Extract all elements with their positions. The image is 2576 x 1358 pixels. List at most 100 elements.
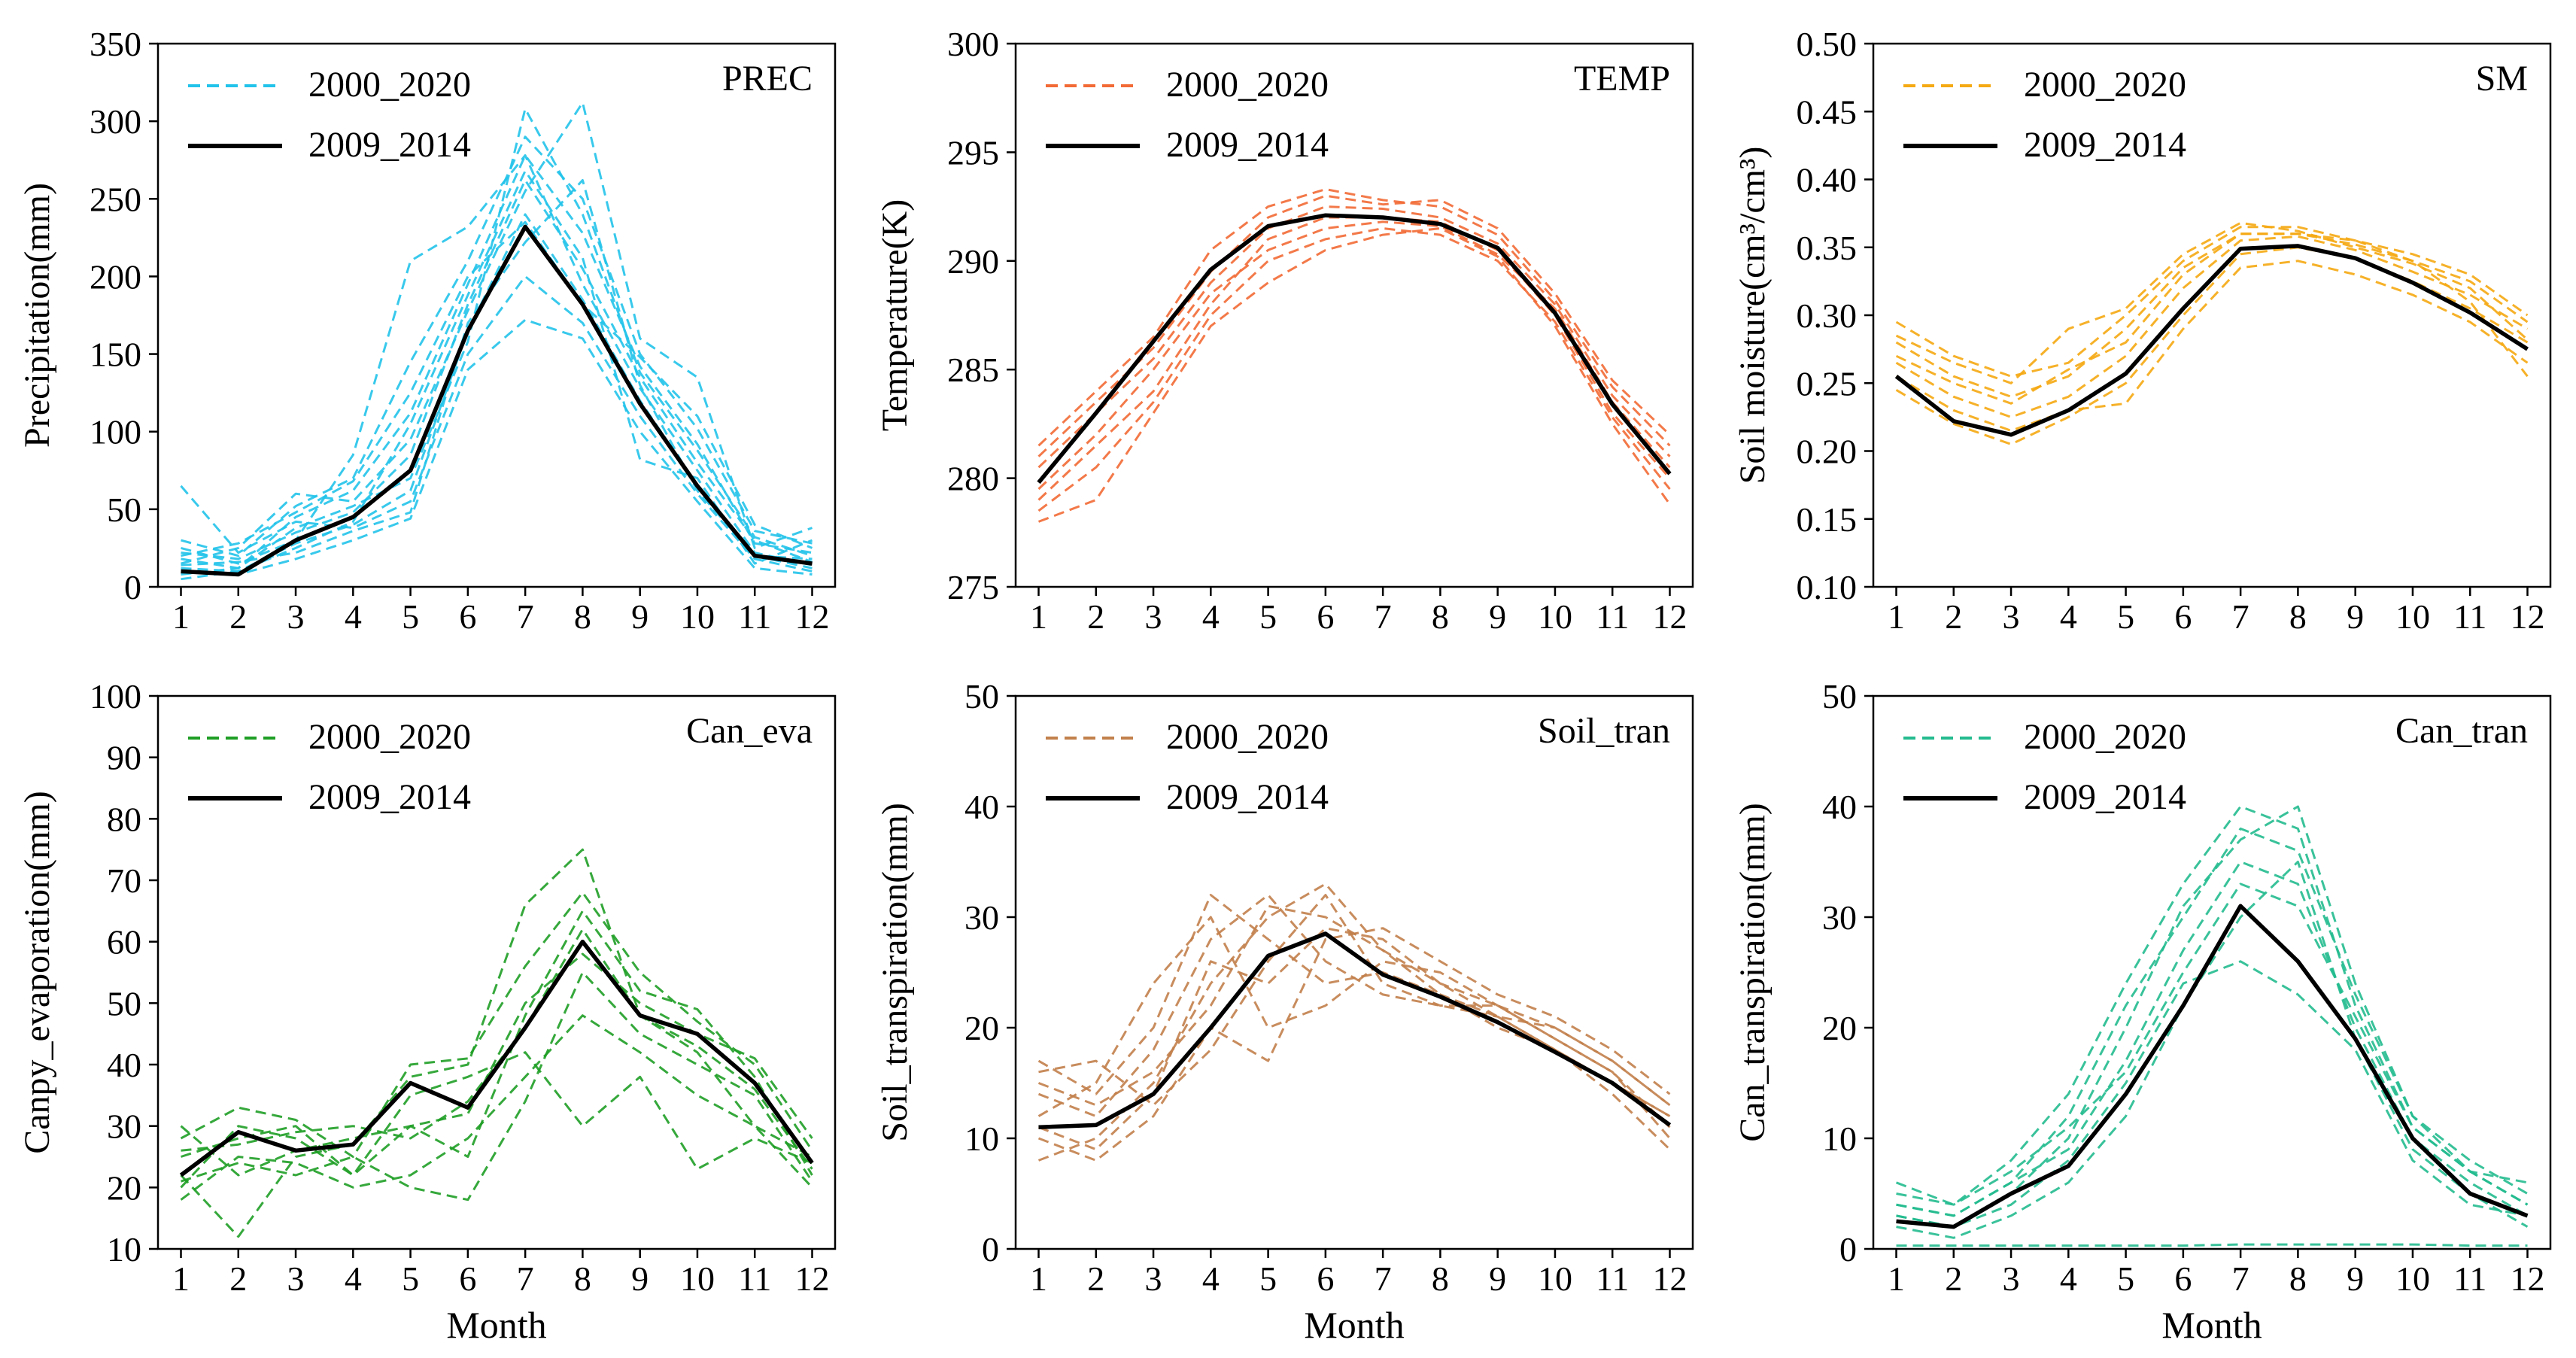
series-2000-2020-line-6: [1037, 194, 1671, 457]
series-2009-2014-line-1: [1894, 244, 2529, 437]
x-tick-label: 7: [517, 597, 534, 636]
y-tick-label: 0: [124, 568, 141, 606]
series-2000-2020-line-9: [181, 108, 813, 570]
legend-label-2000-2020: 2000_2020: [308, 717, 471, 757]
x-tick-label: 6: [459, 597, 476, 636]
series-2000-2020-line-5: [1037, 227, 1671, 512]
y-tick-label: 250: [90, 180, 141, 218]
x-tick-label: 1: [1030, 597, 1047, 636]
series-2000-2020-line-2: [1896, 805, 2529, 1229]
series-2000-2020-line-6: [1896, 960, 2528, 1229]
series-2000-2020-line-3: [180, 891, 813, 1158]
plot-frame: [156, 694, 837, 1250]
panel-title: Can_eva: [686, 711, 813, 751]
series-group: [1895, 805, 2529, 1247]
series-2009-2014-line-1: [1038, 931, 1672, 1130]
x-tick-label: 11: [738, 1259, 771, 1298]
x-tick-label: 4: [345, 597, 362, 636]
series-group: [1037, 883, 1672, 1162]
legend-label-2000-2020: 2000_2020: [2024, 65, 2186, 105]
x-tick-label: 5: [402, 1259, 419, 1298]
x-tick-label: 3: [2003, 597, 2020, 636]
series-2009-2014-line-1: [1037, 213, 1672, 485]
x-tick-label: 5: [2117, 1259, 2134, 1298]
series-2000-2020-line-3: [181, 154, 813, 576]
y-axis-label: Precipitation(mm): [17, 183, 57, 448]
series-group: [1037, 188, 1672, 523]
series-2000-2020-line-4: [181, 135, 813, 557]
legend: 2000_2020 2009_2014: [1903, 717, 2186, 817]
plot-frame: [1872, 42, 2552, 588]
panel-title: SM: [2476, 59, 2528, 99]
y-tick-label: 150: [90, 336, 141, 374]
y-tick-label: 100: [90, 677, 141, 715]
x-tick-label: 10: [1538, 597, 1572, 636]
x-axis-label: Month: [2161, 1304, 2262, 1346]
x-tick-label: 11: [2453, 597, 2486, 636]
series-2000-2020-line-5: [1896, 883, 2528, 1206]
x-tick-label: 8: [574, 1259, 591, 1298]
y-tick-label: 50: [107, 491, 141, 529]
y-tick-label: 0.50: [1797, 25, 1858, 63]
x-tick-label: 9: [1489, 597, 1506, 636]
x-tick-label: 6: [1317, 597, 1334, 636]
x-tick-label: 2: [229, 597, 247, 636]
x-tick-label: 6: [2174, 1259, 2192, 1298]
plot-frame: [1014, 694, 1694, 1250]
series-2009-2014-line-1: [179, 939, 814, 1177]
series-2000-2020-line-5: [180, 275, 813, 573]
x-tick-label: 6: [459, 1259, 476, 1298]
y-tick-label: 280: [947, 460, 999, 498]
x-tick-label: 10: [680, 597, 715, 636]
legend-label-2009-2014: 2009_2014: [1166, 125, 1329, 165]
legend-label-2009-2014: 2009_2014: [2024, 125, 2186, 165]
y-tick-label: 0.20: [1797, 433, 1858, 471]
y-tick-label: 0: [1839, 1230, 1857, 1268]
series-2000-2020-line-2: [180, 910, 813, 1189]
y-tick-label: 90: [107, 739, 141, 777]
legend-label-2000-2020: 2000_2020: [1166, 65, 1329, 105]
y-tick-label: 70: [107, 861, 141, 900]
x-tick-label: 5: [1259, 1259, 1277, 1298]
series-2000-2020-line-1: [181, 213, 813, 573]
x-tick-label: 5: [1259, 597, 1277, 636]
y-tick-label: 0.25: [1797, 364, 1858, 403]
series-2000-2020-line-2: [181, 179, 813, 564]
series-2000-2020-line-6: [1895, 260, 2529, 432]
series-2000-2020-line-4: [1037, 927, 1671, 1162]
chart-panel-5: 1 2 3 4 5 6 7 8 9 10 11 1201020304050Soil_transpira…: [875, 677, 1694, 1346]
legend: 2000_2020 2009_2014: [1046, 65, 1329, 165]
x-tick-label: 1: [1030, 1259, 1047, 1298]
x-tick-label: 3: [2003, 1259, 2020, 1298]
x-tick-label: 2: [1087, 1259, 1104, 1298]
panel-title: Can_tran: [2395, 711, 2528, 751]
series-2000-2020-line-6: [180, 952, 813, 1177]
x-tick-label: 8: [1432, 597, 1449, 636]
x-tick-label: 7: [517, 1259, 534, 1298]
y-tick-label: 0: [982, 1230, 999, 1268]
legend-label-2000-2020: 2000_2020: [308, 65, 471, 105]
y-tick-label: 10: [1822, 1120, 1857, 1158]
y-tick-label: 40: [1822, 788, 1857, 826]
legend: 2000_2020 2009_2014: [188, 65, 471, 165]
series-group: [1894, 221, 2529, 445]
series-2000-2020-line-3: [1037, 894, 1671, 1118]
panel-title: TEMP: [1574, 59, 1670, 99]
x-tick-label: 5: [2117, 597, 2134, 636]
x-tick-label: 11: [738, 597, 771, 636]
x-tick-label: 6: [2174, 597, 2192, 636]
x-tick-label: 7: [1375, 1259, 1392, 1298]
series-2000-2020-line-7: [181, 318, 813, 576]
series-2000-2020-line-5: [1895, 221, 2529, 384]
x-tick-label: 5: [402, 597, 419, 636]
y-tick-label: 350: [90, 25, 141, 63]
series-2000-2020-line-7: [181, 971, 813, 1202]
series-2000-2020-line-7: [1895, 232, 2529, 405]
x-tick-label: 3: [287, 1259, 305, 1298]
x-axis-label: Month: [1304, 1304, 1404, 1346]
x-tick-label: 4: [345, 1259, 362, 1298]
x-tick-label: 10: [2395, 1259, 2430, 1298]
x-tick-label: 9: [1489, 1259, 1506, 1298]
panel-title: PREC: [722, 59, 813, 99]
